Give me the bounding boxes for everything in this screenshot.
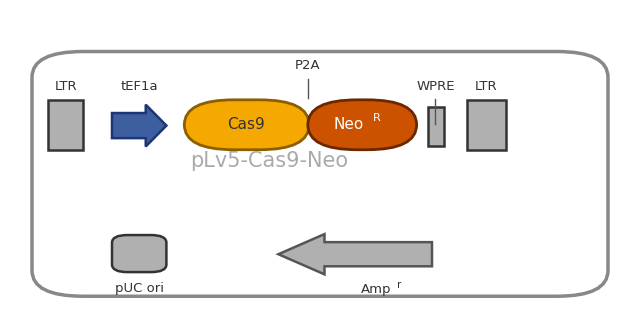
Text: P2A: P2A — [295, 60, 321, 72]
Bar — [467, 100, 506, 150]
Text: Amp: Amp — [361, 283, 392, 296]
Polygon shape — [278, 234, 432, 274]
Text: Neo: Neo — [333, 117, 364, 132]
Bar — [428, 107, 444, 146]
FancyBboxPatch shape — [308, 100, 417, 150]
Text: pLv5-Cas9-Neo: pLv5-Cas9-Neo — [189, 151, 348, 171]
FancyBboxPatch shape — [112, 235, 166, 272]
Text: LTR: LTR — [54, 80, 77, 93]
Text: pUC ori: pUC ori — [115, 282, 164, 295]
Text: R: R — [372, 112, 380, 123]
FancyBboxPatch shape — [184, 100, 309, 150]
Text: LTR: LTR — [475, 80, 498, 93]
Polygon shape — [112, 105, 166, 147]
Text: Cas9: Cas9 — [228, 117, 265, 132]
Text: tEF1a: tEF1a — [121, 80, 158, 93]
Text: WPRE: WPRE — [417, 80, 455, 93]
Text: r: r — [397, 280, 402, 290]
Bar — [48, 100, 83, 150]
